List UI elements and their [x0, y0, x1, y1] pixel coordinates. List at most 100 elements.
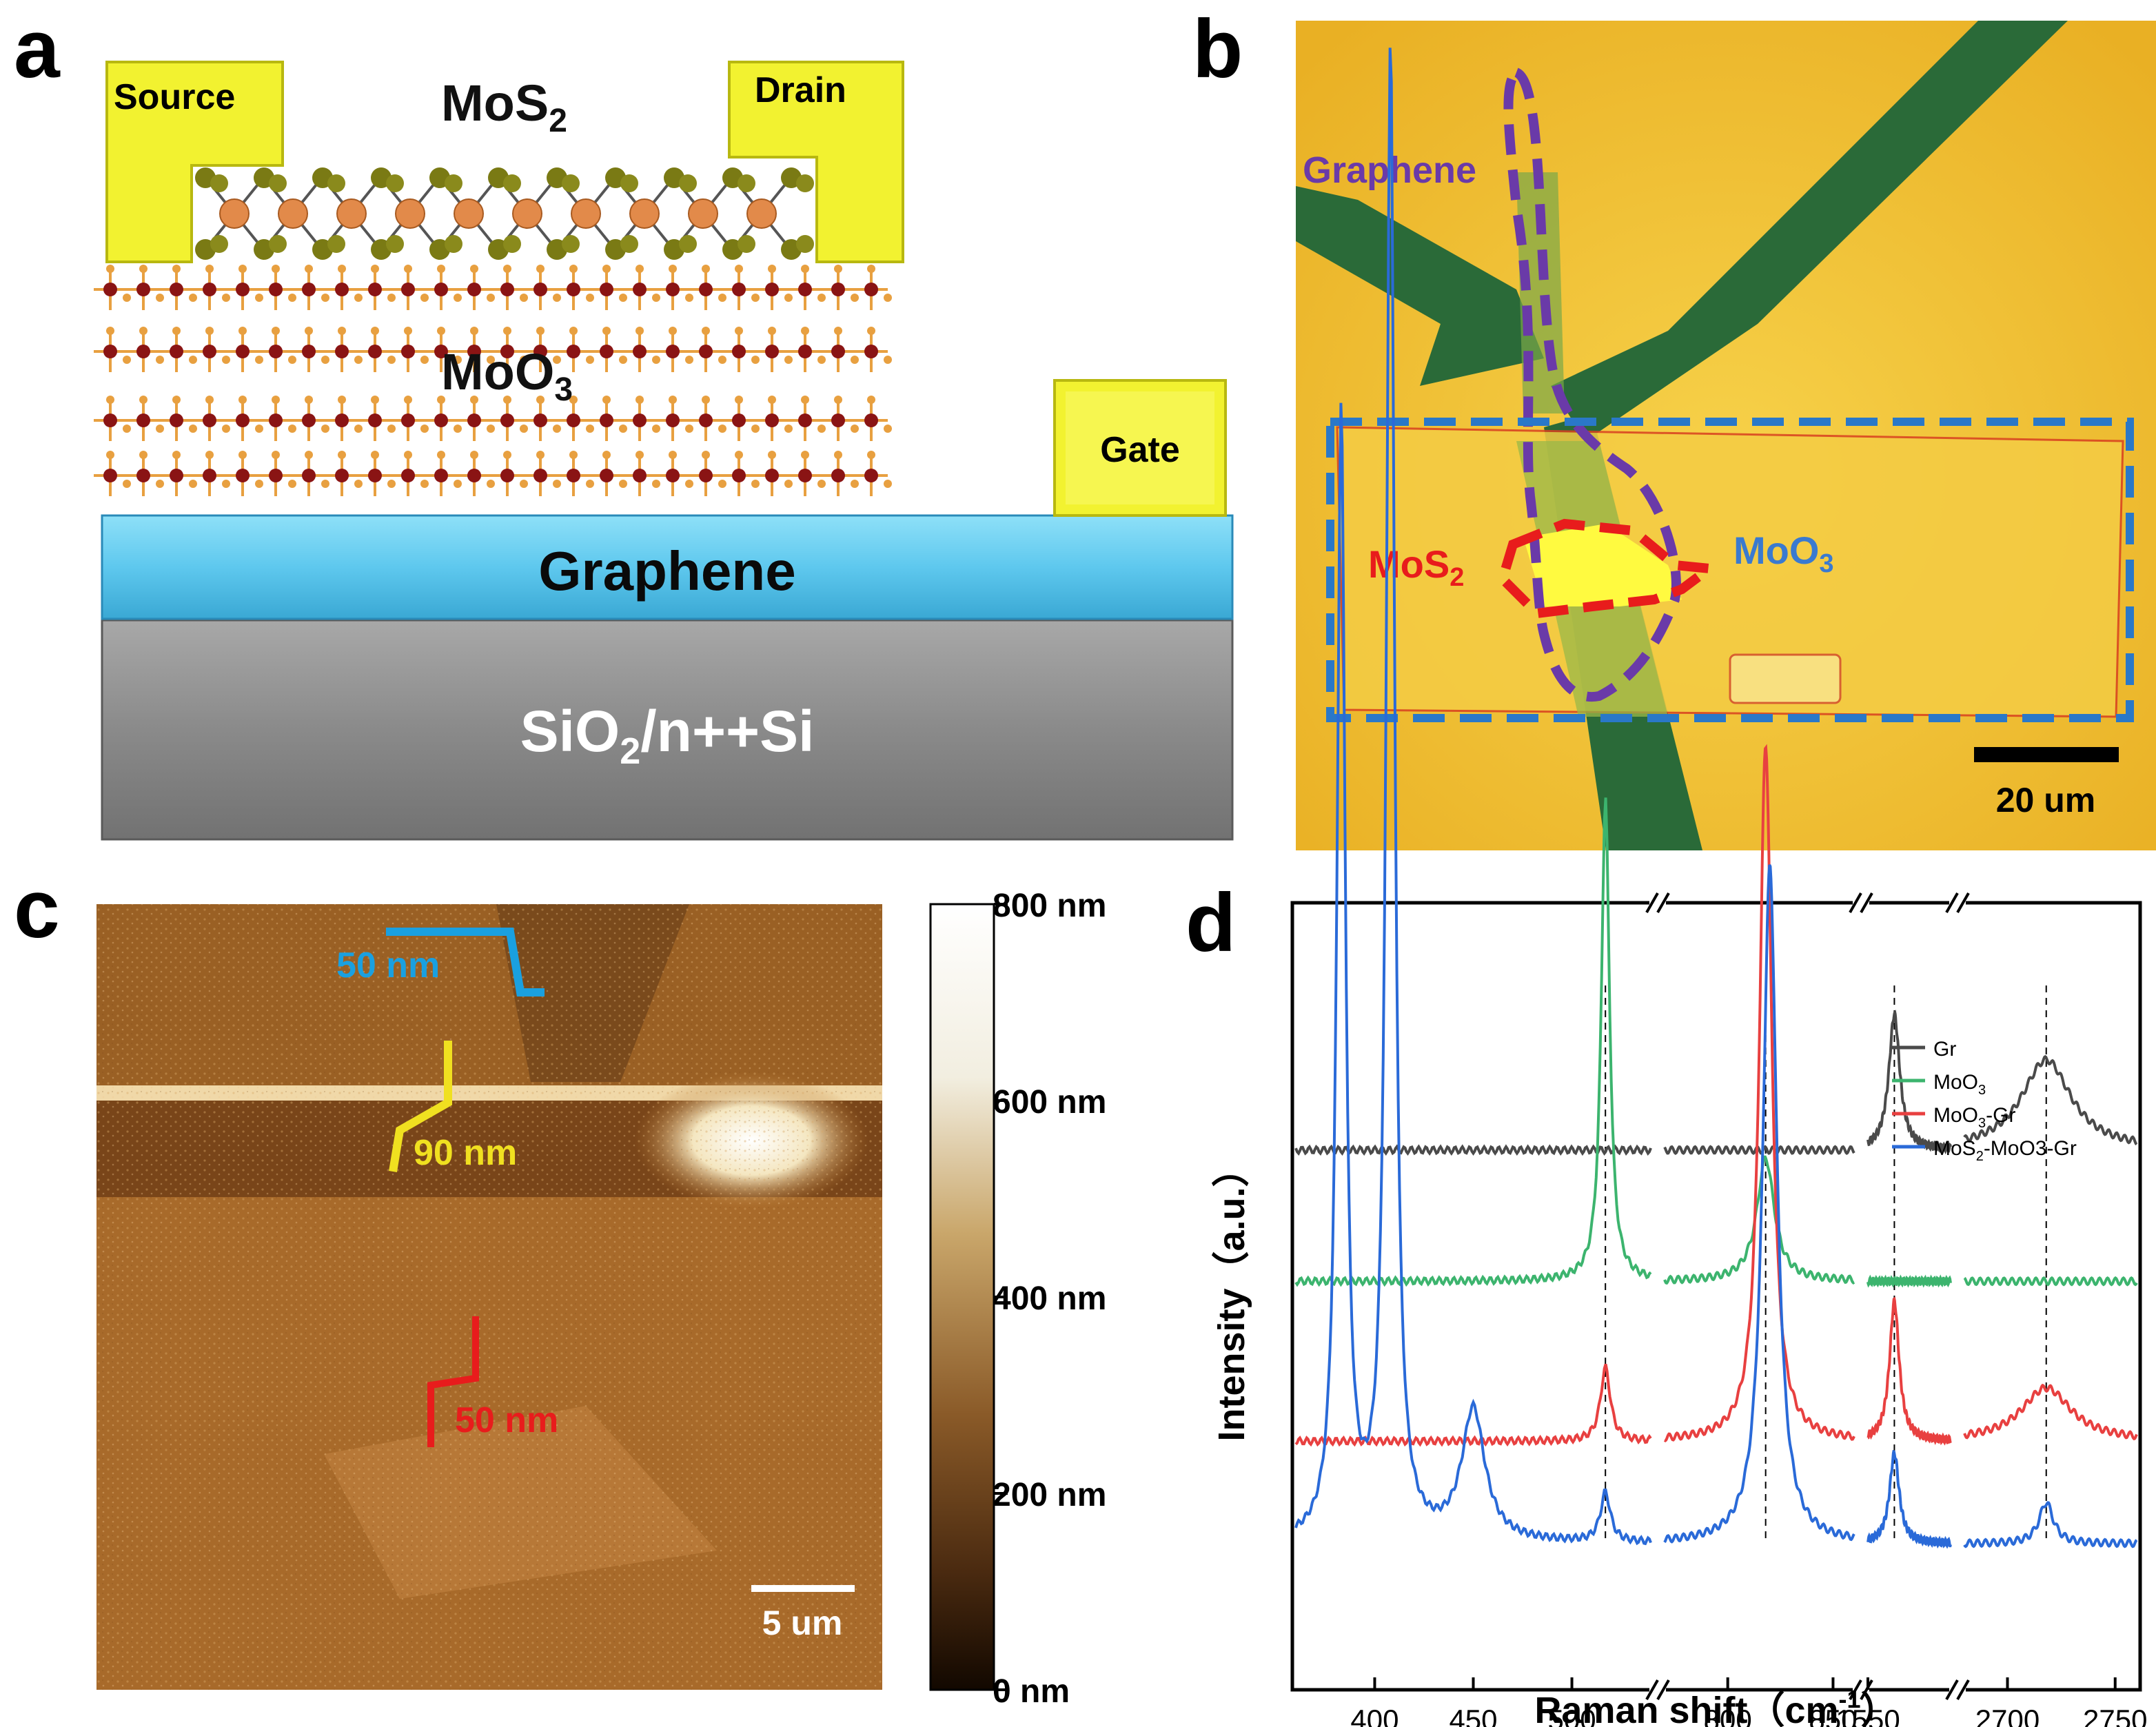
mo-atom: [467, 283, 481, 296]
panel-b-optical-image: b Graphene MoS2: [1192, 3, 2156, 850]
mo-atom: [699, 283, 713, 296]
oxygen-atom: [768, 327, 776, 335]
mo-atom: [831, 345, 845, 358]
oxygen-atom: [652, 425, 660, 433]
axis-break-mark: [1656, 892, 1670, 913]
mo-atom: [302, 345, 316, 358]
series-line: [1294, 1363, 1652, 1447]
oxygen-atom: [238, 451, 247, 459]
panel-label-c: c: [14, 863, 60, 955]
sulfur-atom: [620, 235, 638, 253]
mo-atom: [335, 469, 349, 482]
mo-atom: [236, 345, 250, 358]
mo-atom: [765, 469, 779, 482]
legend-entry: MoO3-Gr: [1933, 1104, 2015, 1131]
sulfur-atom: [562, 174, 580, 192]
mo-atom: [170, 345, 183, 358]
mo-atom: [434, 345, 448, 358]
mo-atom: [269, 413, 283, 427]
mo-atom: [732, 469, 746, 482]
oxygen-atom: [867, 451, 875, 459]
oxygen-atom: [884, 294, 892, 302]
oxygen-atom: [338, 265, 346, 273]
axis-break-mark: [1860, 892, 1873, 913]
mo-atom: [666, 413, 680, 427]
b-scale-label: 20 um: [1996, 781, 2096, 819]
oxygen-atom: [751, 356, 760, 364]
oxygen-atom: [569, 451, 578, 459]
mo-atom: [765, 413, 779, 427]
oxygen-atom: [354, 356, 363, 364]
oxygen-atom: [669, 265, 677, 273]
oxygen-atom: [867, 327, 875, 335]
oxygen-atom: [371, 327, 379, 335]
colorbar-tick-label: 800 nm: [993, 888, 1106, 924]
mos2-label: MoS: [441, 74, 549, 132]
electrode-left: [1296, 186, 1544, 386]
oxygen-atom: [288, 356, 296, 364]
oxygen-atom: [205, 265, 214, 273]
oxygen-atom: [867, 265, 875, 273]
oxygen-atom: [834, 327, 842, 335]
mo-atom: [567, 345, 580, 358]
oxygen-atom: [189, 480, 197, 488]
x-tick-label: 800: [1704, 1704, 1752, 1727]
x-tick-label: 2700: [1975, 1704, 2040, 1727]
oxygen-atom: [586, 480, 594, 488]
oxygen-atom: [470, 451, 478, 459]
molybdenum-atom: [219, 198, 250, 229]
mo-atom: [765, 283, 779, 296]
oxygen-atom: [635, 396, 644, 404]
oxygen-atom: [437, 265, 445, 273]
oxygen-atom: [503, 265, 511, 273]
mo-atom: [302, 469, 316, 482]
mo-atom: [203, 413, 216, 427]
oxygen-atom: [834, 396, 842, 404]
oxygen-atom: [420, 425, 429, 433]
oxygen-atom: [139, 327, 148, 335]
series-line: [1294, 1144, 1652, 1156]
panel-label-b: b: [1192, 3, 1243, 95]
mo-atom: [831, 469, 845, 482]
oxygen-atom: [635, 265, 644, 273]
mo-atom: [666, 469, 680, 482]
oxygen-atom: [420, 356, 429, 364]
colorbar-tick-label: 0 nm: [993, 1673, 1070, 1710]
b-scale-bar: [1974, 747, 2119, 762]
oxygen-atom: [305, 451, 313, 459]
legend-entry: MoS2-MoO3-Gr: [1933, 1137, 2077, 1164]
mo-atom: [335, 345, 349, 358]
substrate-label: SiO: [520, 699, 620, 764]
mo-atom: [864, 469, 878, 482]
mos2-flake: [1523, 524, 1682, 606]
c-scale-label: 5 um: [762, 1604, 843, 1642]
oxygen-atom: [685, 480, 693, 488]
oxygen-atom: [123, 425, 131, 433]
oxygen-atom: [172, 396, 181, 404]
mo-atom: [633, 345, 647, 358]
oxygen-atom: [255, 425, 263, 433]
mo-atom: [500, 345, 514, 358]
series-line: [1963, 1501, 2138, 1549]
oxygen-atom: [487, 480, 495, 488]
oxygen-atom: [801, 396, 809, 404]
oxygen-atom: [520, 356, 528, 364]
oxygen-atom: [321, 480, 329, 488]
oxygen-atom: [470, 396, 478, 404]
x-tick-label: 450: [1449, 1704, 1497, 1727]
oxygen-atom: [718, 425, 726, 433]
mo-atom: [136, 283, 150, 296]
molybdenum-atom: [336, 198, 367, 229]
oxygen-atom: [669, 327, 677, 335]
chart-frame: [1290, 901, 2142, 1692]
oxygen-atom: [768, 451, 776, 459]
sulfur-atom: [386, 235, 404, 253]
oxygen-atom: [702, 265, 710, 273]
oxygen-atom: [387, 294, 396, 302]
oxygen-atom: [735, 396, 743, 404]
mo-atom: [136, 469, 150, 482]
mos2-outline: [1497, 518, 1722, 619]
oxygen-atom: [536, 396, 545, 404]
oxygen-atom: [768, 396, 776, 404]
